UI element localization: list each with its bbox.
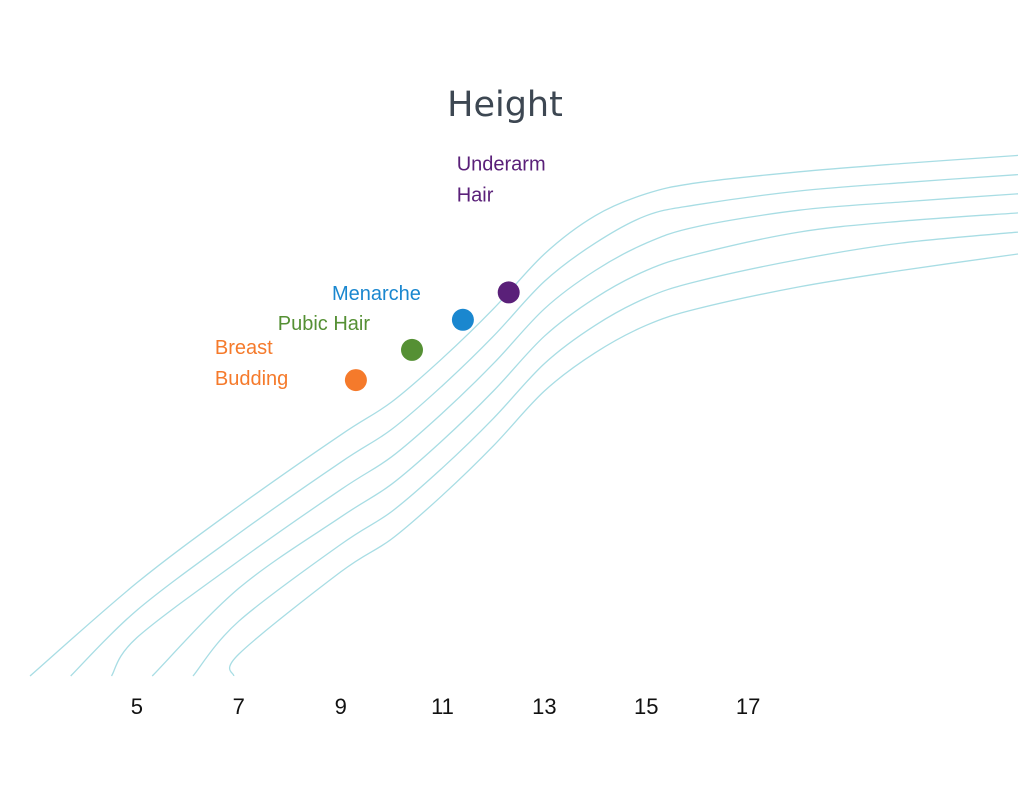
milestone-label-line: Menarche: [332, 283, 421, 305]
reference-curve-5: [192, 231, 1019, 677]
reference-curve-4: [151, 212, 1019, 677]
reference-curve-1: [29, 154, 1019, 677]
x-tick-label: 15: [634, 694, 658, 719]
milestone-dot: [451, 308, 474, 331]
milestone-dot: [401, 338, 423, 361]
x-tick-label: 5: [131, 694, 143, 719]
milestone-label-line: Hair: [457, 184, 494, 206]
milestone-label-line: Budding: [215, 368, 288, 390]
milestones: Breast Budding Pubic Hair Menarche Underarm H…: [215, 153, 546, 392]
x-axis-tick-labels: 5 7 9 11 13 15 17: [131, 694, 761, 719]
x-tick-label: 13: [532, 694, 556, 719]
x-tick-label: 17: [736, 694, 760, 719]
x-tick-label: 7: [233, 694, 245, 719]
milestone-label: Menarche: [332, 283, 421, 305]
x-tick-label: 11: [431, 694, 454, 719]
x-tick-label: 9: [335, 694, 347, 719]
reference-curves: [29, 154, 1019, 677]
reference-curve-6: [228, 253, 1019, 677]
reference-curve-3: [110, 193, 1019, 677]
milestone-label-line: Breast: [215, 337, 273, 359]
milestone-label-line: Pubic Hair: [278, 313, 371, 335]
milestone-label-line: Underarm: [457, 153, 546, 175]
milestone-label: Pubic Hair: [278, 313, 371, 335]
milestone-label: Breast Budding: [215, 337, 288, 390]
reference-curve-2: [70, 173, 1019, 677]
chart-title: Height: [447, 85, 563, 125]
milestone-label: Underarm Hair: [457, 153, 546, 206]
milestone-dot: [344, 369, 367, 392]
milestone-dot: [497, 281, 520, 304]
